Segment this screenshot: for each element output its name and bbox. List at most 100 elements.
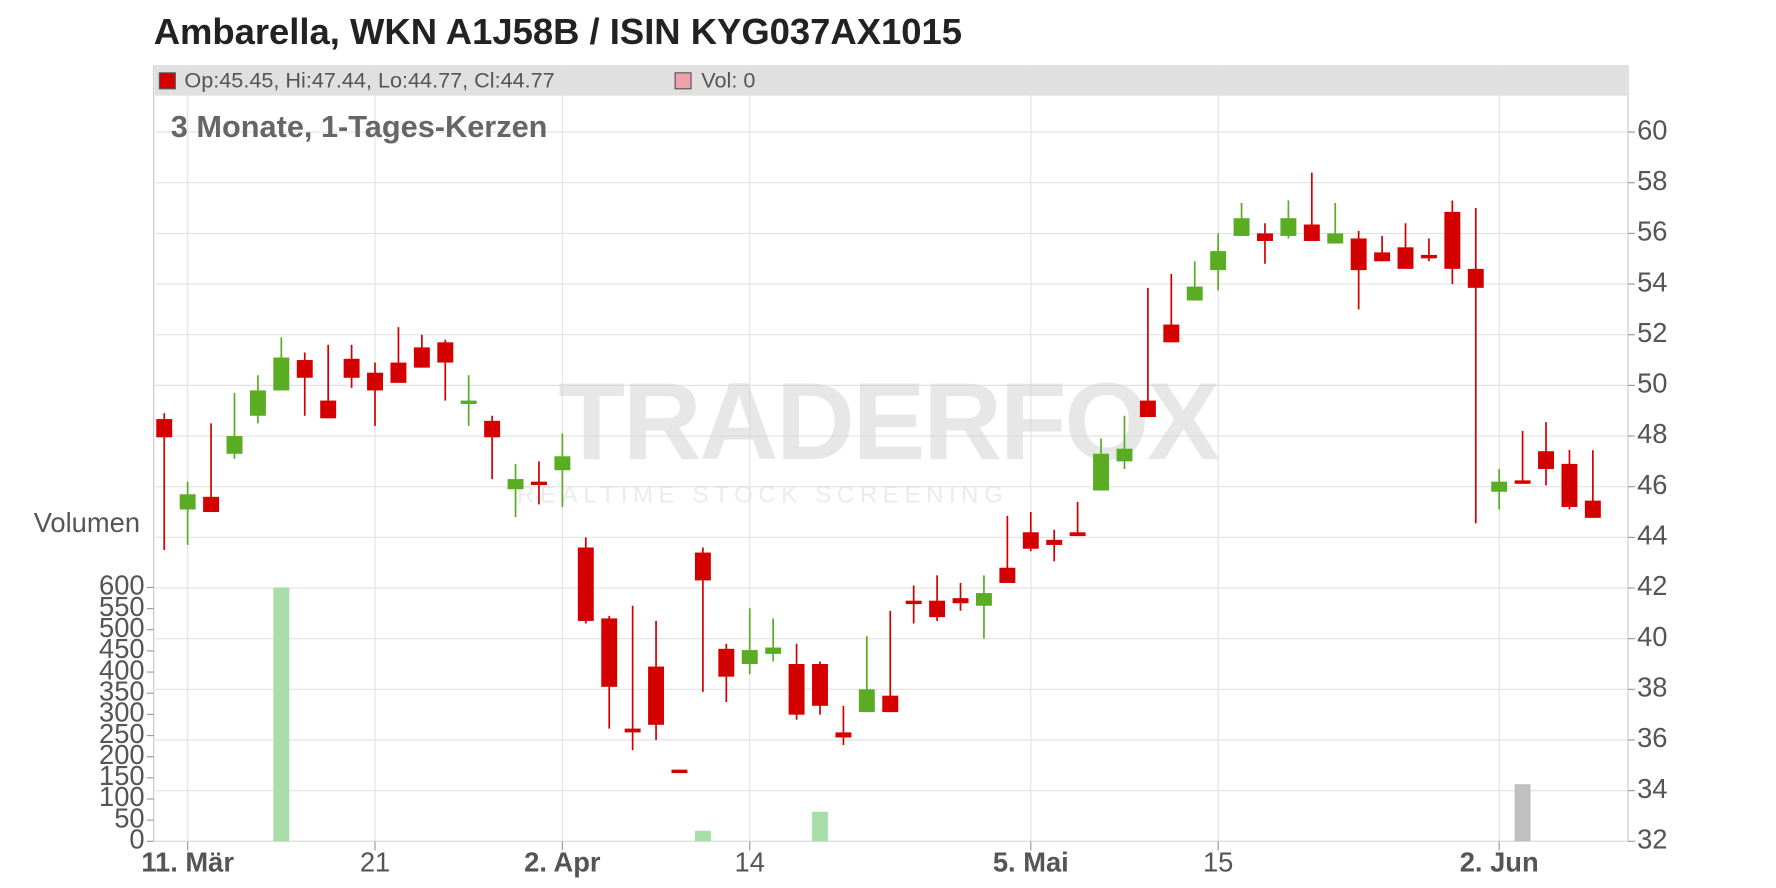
volume-bar [273,587,290,842]
y-tick-label: 54 [1637,266,1667,297]
x-tick-label: 5. Mai [993,846,1069,877]
candle-body [1069,532,1086,537]
volume-tick-label: 500 [99,612,145,643]
candle-body [203,496,220,513]
candle-body [1584,500,1601,518]
x-tick-label: 11. Mär [141,846,234,877]
volume-tick-label: 0 [129,824,144,855]
y-tick-label: 48 [1637,418,1667,449]
candle-body [952,598,969,604]
candle-body [601,618,618,687]
candle-body [1561,463,1578,507]
legend-price: Op:45.45, Hi:47.44, Lo:44.77, Cl:44.77 [184,68,554,93]
candle-body [1046,539,1063,545]
candle-body [835,732,852,738]
candle-body [484,420,501,438]
y-tick-label: 42 [1637,570,1667,601]
candle-body [1210,251,1227,271]
candle-body [413,347,430,368]
candle-body [1093,453,1110,491]
chart-title: Ambarella, WKN A1J58B / ISIN KYG037AX101… [154,11,962,52]
candle-body [1186,286,1203,301]
watermark-subtitle: REALTIME STOCK SCREENING [517,482,1009,509]
y-tick-label: 36 [1637,722,1667,753]
candle-body [273,357,290,391]
candle-body [507,479,524,490]
x-tick-label: 2. Jun [1460,846,1539,877]
legend-swatch [158,72,176,90]
x-tick-label: 15 [1203,846,1233,877]
candle-body [577,547,594,621]
candle-body [741,650,758,665]
candle-body [1350,238,1367,271]
candle-body [765,647,782,654]
volume-tick-label: 400 [99,654,145,685]
candle-body [1538,451,1554,469]
y-tick-label: 58 [1637,165,1667,196]
candle-body [179,494,196,510]
volume-tick-label: 250 [99,718,145,749]
legend-volume: Vol: 0 [701,68,755,93]
candle-body [1491,481,1508,492]
candle-body [648,666,665,725]
y-tick-label: 40 [1637,621,1667,652]
volume-tick-label: 600 [99,570,145,601]
candle-body [1280,218,1297,236]
candle-body [460,400,477,404]
candle-body [226,436,243,454]
volume-tick-label: 50 [114,802,144,833]
volume-axis-label: Volumen [34,507,140,538]
volume-bar [694,830,711,842]
y-tick-label: 34 [1637,773,1667,804]
y-tick-label: 32 [1637,824,1667,855]
candle-body [296,360,313,378]
candle-body [390,362,407,383]
candle-body [1163,324,1180,343]
candle-body [975,593,992,606]
candle-body [671,769,688,774]
candle-body [554,456,571,471]
candle-body [249,390,266,416]
candle-body [1327,233,1344,244]
candle-body [905,600,922,605]
candle-body [1514,480,1531,484]
candle-body [530,481,547,486]
legend-swatch [674,72,692,90]
candle-body [812,664,828,706]
x-tick-label: 2. Apr [524,846,601,877]
legend-band [154,67,1627,96]
candle-body [1397,247,1414,269]
watermark: TRADERFOX REALTIME STOCK SCREENING [517,361,1221,509]
y-tick-label: 44 [1637,520,1667,551]
candle-body [1303,224,1320,241]
candle-body [1374,252,1391,262]
candle-body [1022,532,1039,549]
candle-body [156,419,173,438]
candle-body [694,552,711,581]
candle-body [367,372,383,391]
candle-body [1420,254,1437,259]
volume-tick-label: 300 [99,697,145,728]
candle-body [1139,400,1156,418]
x-tick-label: 14 [735,846,765,877]
volume-tick-label: 550 [99,591,145,622]
candle-body [437,342,454,363]
y-tick-label: 38 [1637,672,1667,703]
volume-tick-label: 350 [99,675,145,706]
candle-body [788,664,805,715]
volume-bar [1514,784,1531,842]
grid [153,66,1628,842]
chart-subtitle: 3 Monate, 1-Tages-Kerzen [171,109,548,144]
candle-body [343,358,360,378]
candle-body [882,695,899,713]
candle-body [1444,211,1461,269]
candle-body [858,689,875,713]
watermark-title: TRADERFOX [558,361,1219,483]
y-tick-label: 60 [1637,114,1667,145]
candle-body [1467,268,1484,288]
y-tick-label: 46 [1637,469,1667,500]
candle-body [999,567,1016,583]
candle-body [1257,233,1273,241]
x-tick-label: 21 [360,846,390,877]
y-tick-label: 50 [1637,368,1667,399]
